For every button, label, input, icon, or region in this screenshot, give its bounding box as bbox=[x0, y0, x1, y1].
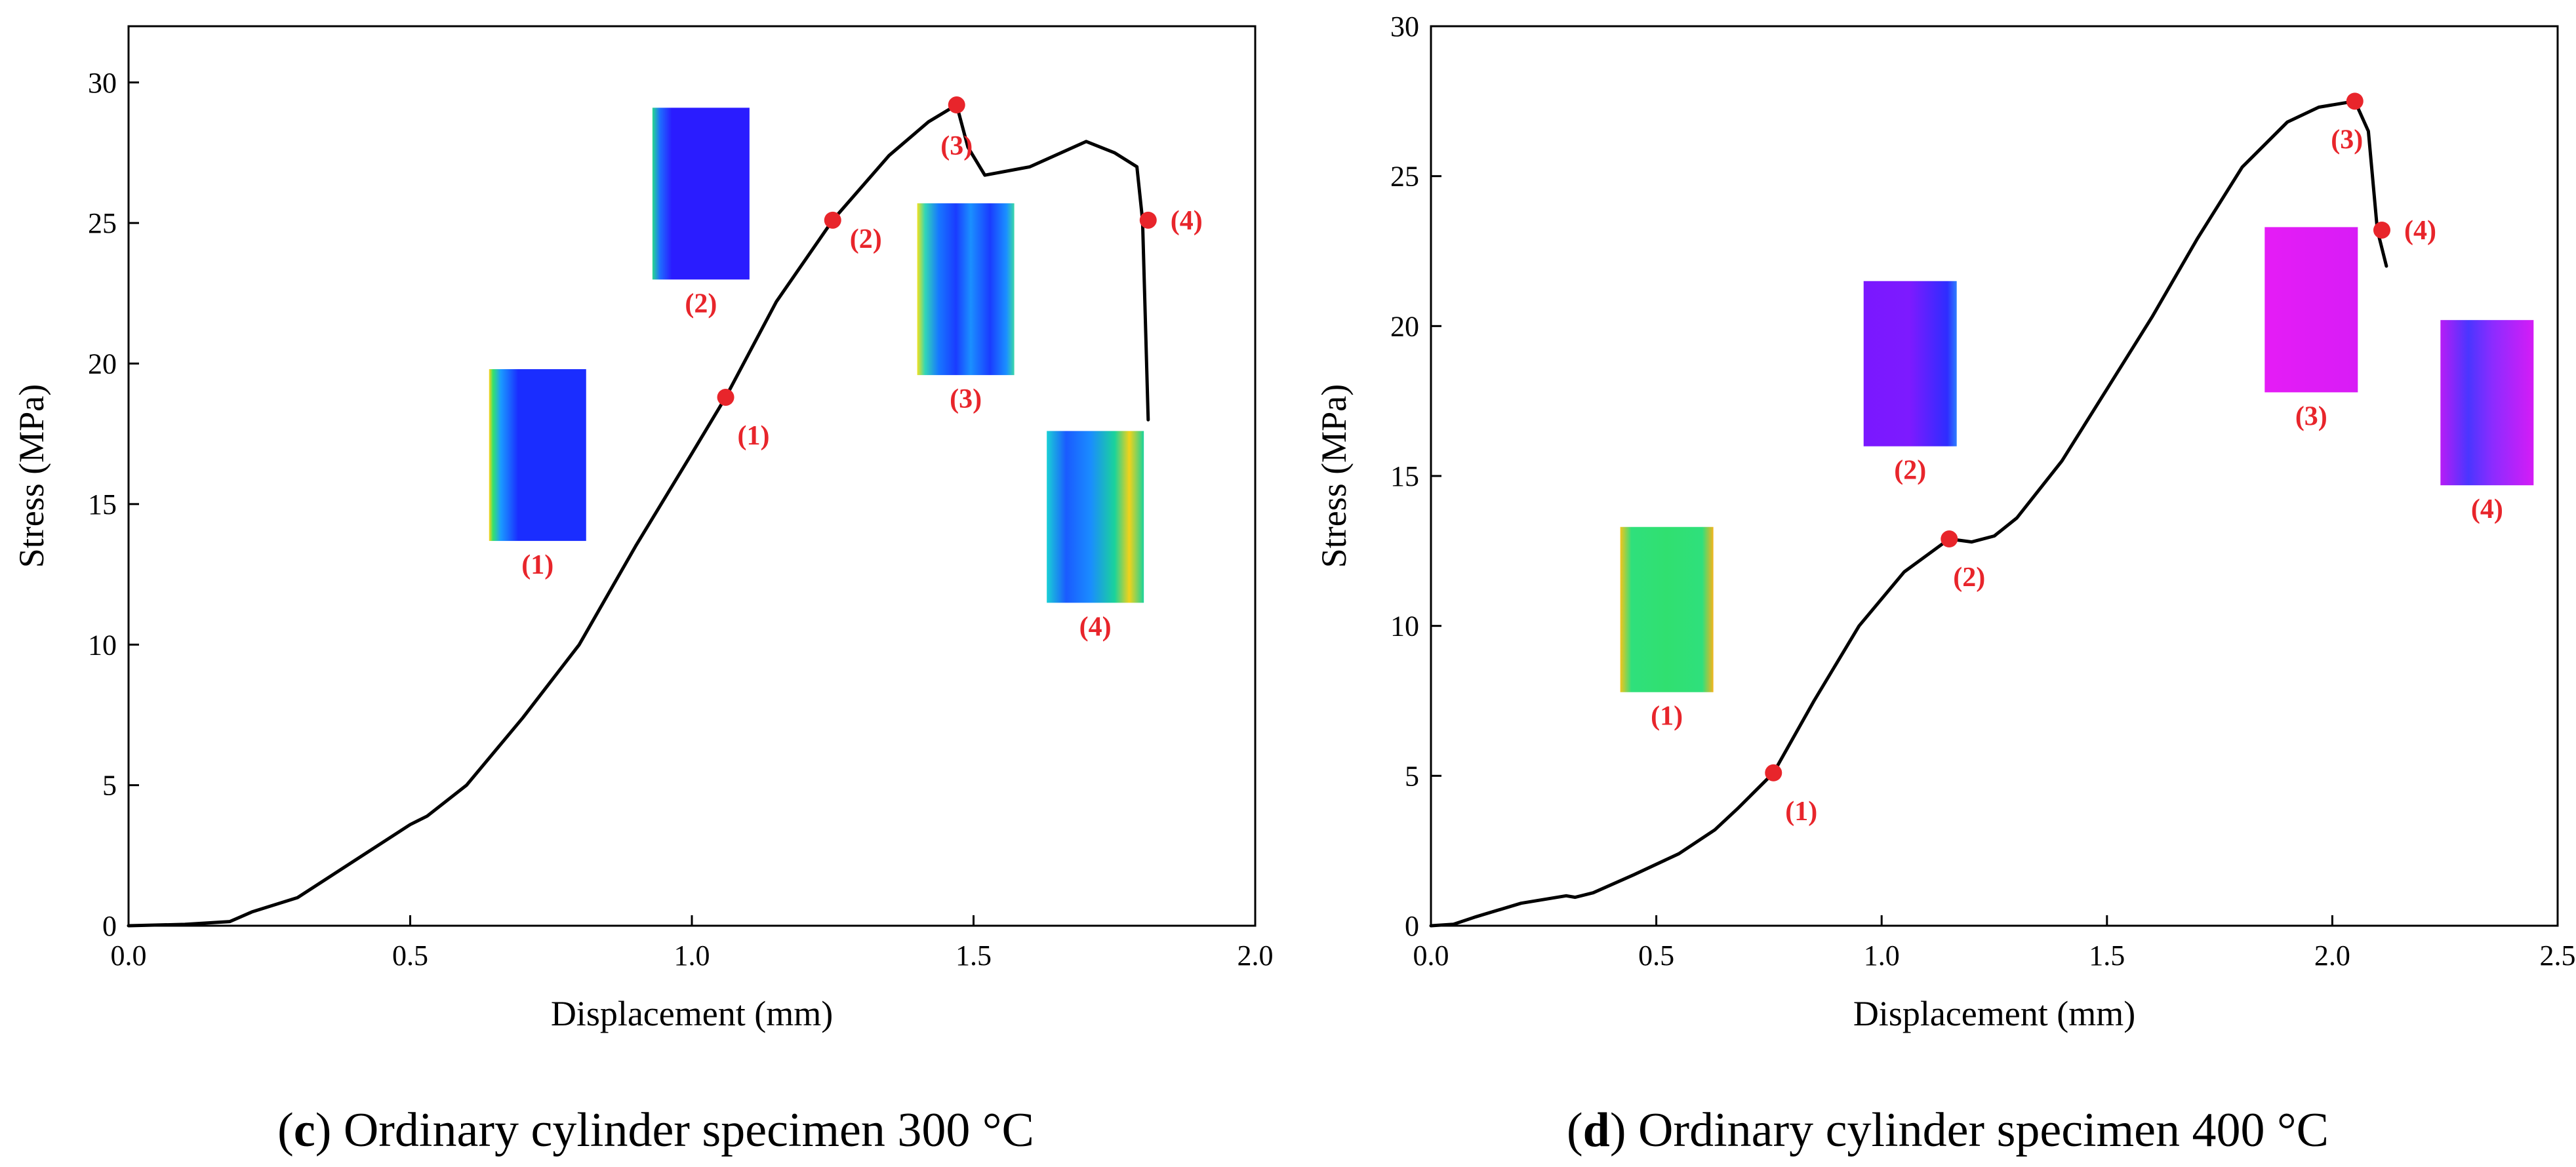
caption-letter: d bbox=[1583, 1103, 1610, 1157]
inset-label: (4) bbox=[1079, 612, 1112, 642]
key-point-marker bbox=[717, 388, 735, 406]
y-axis-title: Stress (MPa) bbox=[12, 384, 51, 568]
y-tick-label: 0 bbox=[1405, 910, 1419, 942]
key-point-label: (1) bbox=[738, 421, 770, 451]
inset-label: (2) bbox=[1894, 456, 1926, 486]
x-tick-label: 0.0 bbox=[111, 940, 147, 972]
panel-c: 0.0 0.5 1.0 1.5 2.0 0 5 10 15 20 25 30 Displacement … bbox=[12, 25, 1274, 1157]
plot-frame bbox=[1430, 25, 2559, 927]
x-tick-label: 1.5 bbox=[956, 940, 992, 972]
contour-inset bbox=[917, 203, 1015, 376]
inset-label: (2) bbox=[685, 288, 717, 319]
inset-label: (3) bbox=[2295, 401, 2327, 431]
key-point-label: (3) bbox=[2331, 125, 2363, 155]
caption-title: Ordinary cylinder specimen 400 °C bbox=[1638, 1103, 2329, 1157]
y-tick-label: 30 bbox=[1390, 10, 1419, 43]
y-tick-label: 5 bbox=[102, 770, 117, 802]
key-point-label: (1) bbox=[1785, 797, 1817, 827]
contour-inset bbox=[1863, 281, 1957, 446]
key-point-marker bbox=[1139, 211, 1157, 229]
y-tick-label: 15 bbox=[1390, 460, 1419, 492]
x-axis-title: Displacement (mm) bbox=[1853, 994, 2135, 1033]
key-point-marker bbox=[1765, 764, 1782, 781]
panel-caption: (d) Ordinary cylinder specimen 400 °C bbox=[1567, 1103, 2329, 1157]
key-point-marker bbox=[1941, 530, 1958, 548]
x-tick-label: 2.5 bbox=[2540, 940, 2576, 972]
key-point-label: (4) bbox=[2404, 216, 2436, 246]
x-tick-label: 0.5 bbox=[1638, 940, 1674, 972]
y-tick-label: 0 bbox=[102, 910, 117, 942]
inset-label: (3) bbox=[950, 384, 982, 414]
y-tick-label: 20 bbox=[1390, 310, 1419, 342]
x-axis-title: Displacement (mm) bbox=[551, 994, 833, 1033]
contour-inset bbox=[1047, 431, 1144, 603]
caption-paren-close: ) bbox=[1610, 1103, 1638, 1157]
y-tick-label: 20 bbox=[88, 348, 117, 380]
y-tick-label: 15 bbox=[88, 488, 117, 521]
x-tick-label: 1.0 bbox=[674, 940, 710, 972]
y-tick-label: 5 bbox=[1405, 760, 1419, 792]
key-point-marker bbox=[2346, 92, 2364, 110]
y-tick-label: 30 bbox=[88, 67, 117, 99]
contour-inset bbox=[2440, 320, 2534, 486]
caption-letter: c bbox=[294, 1103, 315, 1157]
key-point-marker bbox=[824, 211, 841, 229]
y-tick-label: 25 bbox=[88, 207, 117, 239]
key-point-label: (2) bbox=[850, 224, 882, 254]
key-point-label: (3) bbox=[940, 131, 973, 161]
panel-caption: (c) Ordinary cylinder specimen 300 °C bbox=[277, 1103, 1034, 1157]
y-tick-label: 10 bbox=[88, 629, 117, 661]
y-axis-title: Stress (MPa) bbox=[1314, 384, 1354, 568]
x-tick-label: 1.5 bbox=[2089, 940, 2125, 972]
contour-inset bbox=[652, 108, 750, 280]
inset-label: (1) bbox=[1651, 702, 1683, 732]
x-tick-label: 2.0 bbox=[2314, 940, 2350, 972]
contour-inset bbox=[2264, 227, 2358, 393]
x-tick-label: 0.5 bbox=[392, 940, 428, 972]
contour-inset bbox=[489, 369, 586, 542]
caption-title: Ordinary cylinder specimen 300 °C bbox=[344, 1103, 1034, 1157]
key-point-marker bbox=[2373, 221, 2390, 239]
contour-inset bbox=[1620, 526, 1714, 692]
y-tick-label: 10 bbox=[1390, 610, 1419, 643]
inset-label: (1) bbox=[521, 550, 553, 580]
caption-paren-open: ( bbox=[277, 1103, 294, 1157]
inset-label: (4) bbox=[2471, 494, 2503, 524]
y-tick-label: 25 bbox=[1390, 161, 1419, 193]
x-tick-label: 1.0 bbox=[1864, 940, 1900, 972]
panel-d: 0.0 0.5 1.0 1.5 2.0 2.5 0 5 10 15 20 25 30 Displaceme… bbox=[1314, 10, 2576, 1157]
x-tick-label: 2.0 bbox=[1238, 940, 1274, 972]
stress-curve bbox=[1429, 99, 2388, 928]
key-point-label: (2) bbox=[1953, 563, 1985, 593]
key-point-label: (4) bbox=[1171, 206, 1203, 236]
caption-paren-open: ( bbox=[1567, 1103, 1583, 1157]
key-point-marker bbox=[948, 96, 965, 114]
x-tick-label: 0.0 bbox=[1413, 940, 1449, 972]
caption-paren-close: ) bbox=[315, 1103, 344, 1157]
